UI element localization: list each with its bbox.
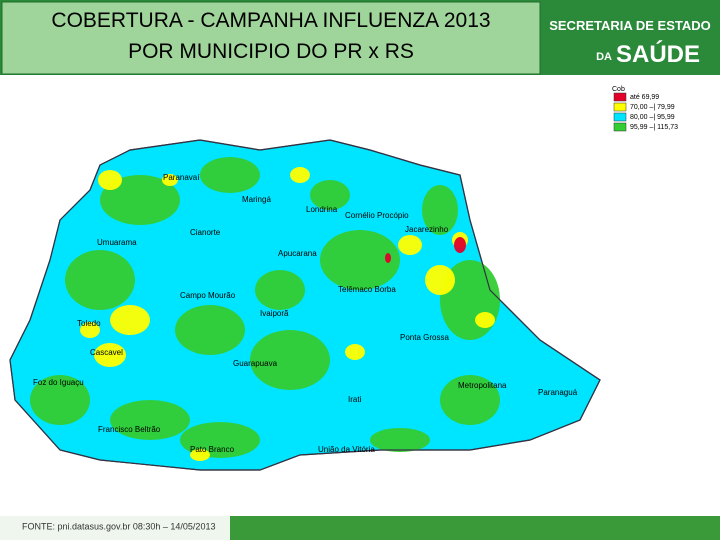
coverage-patch <box>190 449 210 461</box>
region-label: Pato Branco <box>190 445 235 454</box>
coverage-patch <box>30 375 90 425</box>
region-label: Londrina <box>306 205 338 214</box>
legend-swatch <box>613 112 627 122</box>
region-label: Cianorte <box>190 228 221 237</box>
title-box <box>1 1 541 75</box>
logo-text: DA <box>596 51 612 63</box>
state-outline <box>9 139 601 471</box>
legend-title: Cob <box>612 86 625 93</box>
coverage-patch <box>255 270 305 310</box>
coverage-patch <box>398 235 422 255</box>
legend-swatch <box>613 92 627 102</box>
coverage-patch <box>475 312 495 328</box>
region-label: Ponta Grossa <box>400 333 449 342</box>
footer-bar <box>230 516 720 540</box>
legend-label: até 69,99 <box>630 94 659 101</box>
coverage-patch <box>320 230 400 290</box>
coverage-patch <box>440 375 500 425</box>
coverage-patch <box>162 174 178 186</box>
coverage-patch <box>290 167 310 183</box>
region-label: Maringá <box>242 195 271 204</box>
region-label: Irati <box>348 395 362 404</box>
region-label: União da Vitória <box>318 445 375 454</box>
coverage-patch <box>250 330 330 390</box>
coverage-patch <box>100 175 180 225</box>
coverage-patch <box>200 157 260 193</box>
coverage-patch <box>385 253 391 263</box>
region-label: Foz do Iguaçu <box>33 378 84 387</box>
map <box>9 139 601 471</box>
region-label: Toledo <box>77 319 101 328</box>
footer-left <box>0 516 230 540</box>
title-line: COBERTURA - CAMPANHA INFLUENZA 2013 <box>51 9 490 32</box>
region-label: Paranavaí <box>163 173 200 182</box>
legend-label: 70,00 –| 79,99 <box>630 104 675 111</box>
region-labels: Paranavaí Maringá Londrina Cornélio Proc… <box>33 173 578 454</box>
coverage-patch <box>175 305 245 355</box>
coverage-patch <box>310 180 350 210</box>
region-label: Umuarama <box>97 238 137 247</box>
coverage-patch <box>98 170 122 190</box>
region-label: Cornélio Procópio <box>345 211 409 220</box>
coverage-patch <box>110 305 150 335</box>
coverage-patch <box>110 400 190 440</box>
coverage-patch <box>422 185 458 235</box>
region-label: Jacarezinho <box>405 225 449 234</box>
region-label: Campo Mourão <box>180 291 236 300</box>
coverage-patch <box>425 265 455 295</box>
region-label: Guarapuava <box>233 359 278 368</box>
coverage-patch <box>345 344 365 360</box>
region-label: Telêmaco Borba <box>338 285 396 294</box>
legend-label: 80,00 –| 95,99 <box>630 114 675 121</box>
legend-swatch <box>613 122 627 132</box>
footer-source: FONTE: pni.datasus.gov.br 08:30h – 14/05… <box>22 521 215 531</box>
coverage-patch <box>370 428 430 452</box>
region-label: Cascavel <box>90 348 123 357</box>
region-label: Francisco Beltrão <box>98 425 161 434</box>
legend-swatch <box>613 102 627 112</box>
coverage-patch <box>454 237 466 253</box>
region-label: Apucarana <box>278 249 317 258</box>
coverage-patch <box>80 322 100 338</box>
legend: até 69,99 70,00 –| 79,99 80,00 –| 95,99 95,… <box>613 92 678 132</box>
legend-label: 95,99 –| 115,73 <box>630 124 678 131</box>
logo-text: SAÚDE <box>616 40 700 68</box>
logo-text: SECRETARIA DE ESTADO <box>549 18 711 33</box>
title-line: POR MUNICIPIO DO PR x RS <box>128 40 414 63</box>
coverage-patch <box>65 250 135 310</box>
coverage-patch <box>94 343 126 367</box>
region-label: Metropolitana <box>458 381 507 390</box>
region-label: Paranaguá <box>538 388 578 397</box>
region-label: Ivaiporã <box>260 309 289 318</box>
